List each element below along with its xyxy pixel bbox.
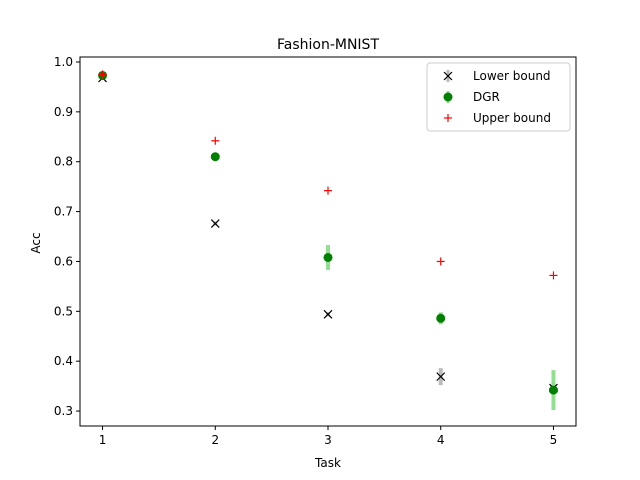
x-tick-label: 4 bbox=[437, 433, 445, 447]
legend: Lower bound DGR Upper bound bbox=[426, 62, 571, 132]
y-tick-label: 0.8 bbox=[54, 155, 73, 169]
data-point bbox=[436, 257, 445, 266]
data-point bbox=[323, 252, 333, 262]
y-tick-label: 0.6 bbox=[54, 254, 73, 268]
x-tick-label: 3 bbox=[324, 433, 332, 447]
y-tick-label: 0.3 bbox=[54, 404, 73, 418]
legend-marker bbox=[443, 92, 453, 102]
series-dgr bbox=[98, 70, 558, 395]
data-point bbox=[436, 313, 446, 323]
legend-item: DGR bbox=[443, 90, 500, 104]
legend-label: DGR bbox=[473, 90, 500, 104]
series-upper-bound bbox=[98, 70, 558, 280]
data-point bbox=[436, 372, 446, 382]
data-point bbox=[323, 309, 333, 319]
axis-ticks: 1 2 3 4 5 0.3 0.4 0.5 0.6 0.7 0.8 0.9 1.0 bbox=[54, 55, 557, 447]
legend-marker bbox=[443, 71, 453, 81]
y-tick-label: 0.7 bbox=[54, 205, 73, 219]
chart-title: Fashion-MNIST bbox=[277, 37, 379, 53]
legend-item: Lower bound bbox=[443, 69, 551, 83]
data-point bbox=[98, 70, 107, 79]
legend-label: Upper bound bbox=[473, 111, 551, 125]
data-point bbox=[548, 385, 558, 395]
legend-label: Lower bound bbox=[473, 69, 551, 83]
data-point bbox=[210, 219, 220, 228]
legend-item: Upper bound bbox=[444, 111, 551, 125]
legend-marker bbox=[444, 114, 452, 122]
y-tick-label: 0.9 bbox=[54, 105, 73, 119]
y-tick-label: 1.0 bbox=[54, 55, 73, 69]
data-point bbox=[549, 271, 558, 280]
x-tick-label: 1 bbox=[99, 433, 107, 447]
axes-frame bbox=[79, 56, 577, 427]
plot-area: 1 2 3 4 5 0.3 0.4 0.5 0.6 0.7 0.8 0.9 1.0 bbox=[54, 55, 558, 447]
x-tick-label: 2 bbox=[211, 433, 219, 447]
legend-frame bbox=[426, 62, 571, 132]
x-tick-label: 5 bbox=[550, 433, 558, 447]
data-point bbox=[211, 136, 220, 145]
data-point bbox=[324, 186, 332, 195]
x-axis-label: Task bbox=[314, 456, 341, 470]
y-tick-label: 0.5 bbox=[54, 304, 73, 318]
data-point bbox=[210, 152, 220, 162]
y-tick-label: 0.4 bbox=[54, 354, 73, 368]
y-axis-label: Acc bbox=[29, 232, 43, 253]
